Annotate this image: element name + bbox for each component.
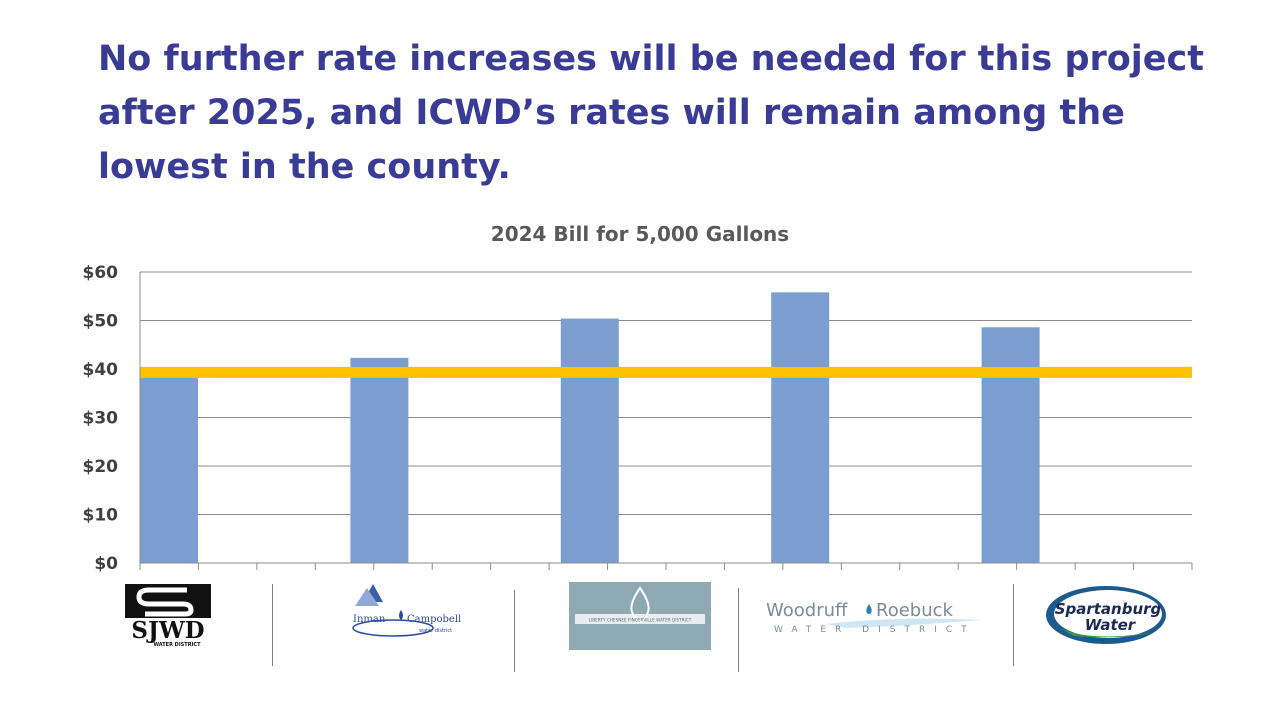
sjwd-logo-text: SJWD — [131, 617, 204, 644]
bar — [350, 357, 409, 563]
logo-sjwd: SJWD WATER DISTRICT — [125, 584, 211, 648]
inman-logo-subtext: water district — [419, 628, 452, 634]
bar — [981, 327, 1040, 563]
wr-logo-subtext: WATER DISTRICT — [774, 625, 976, 635]
wr-logo-right-text: Roebuck — [876, 600, 954, 621]
logo-divider — [1013, 584, 1014, 666]
y-tick-label: $0 — [94, 554, 118, 574]
y-tick-label: $30 — [83, 409, 119, 429]
logo-spartanburg-water: Spartanburg Water — [1044, 584, 1172, 646]
y-tick-label: $60 — [83, 263, 119, 283]
spartanburg-logo-line1: Spartanburg — [1055, 600, 1162, 618]
inman-logo-right-text: Campobello — [407, 614, 461, 625]
y-tick-label: $20 — [83, 457, 119, 477]
spartanburg-logo-line2: Water — [1085, 616, 1137, 634]
bars — [140, 292, 1040, 563]
y-tick-label: $50 — [83, 312, 119, 332]
y-tick-label: $40 — [83, 360, 119, 380]
bar — [560, 318, 619, 563]
logo-inman-campobello: Inman Campobello water district — [345, 584, 467, 640]
bar — [140, 371, 198, 563]
chart-title: 2024 Bill for 5,000 Gallons — [490, 222, 790, 246]
logo-divider — [272, 584, 273, 666]
wr-logo-left-text: Woodruff — [766, 600, 848, 621]
logo-divider — [514, 590, 515, 672]
logo-woodruff-roebuck: Woodruff Roebuck WATER DISTRICT — [766, 596, 986, 636]
sjwd-logo-subtext: WATER DISTRICT — [153, 642, 201, 648]
lcf-logo-text: LIBERTY CHESNEE FINGERVILLE WATER DISTRI… — [589, 618, 692, 623]
slide-headline: No further rate increases will be needed… — [98, 39, 1205, 187]
bar — [771, 292, 830, 563]
inman-logo-left-text: Inman — [353, 614, 386, 625]
axes: $0 $10 $20 $30 $40 $50 $60 — [83, 263, 1193, 574]
logo-liberty-chesnee-fingerville: LIBERTY CHESNEE FINGERVILLE WATER DISTRI… — [569, 582, 711, 650]
y-tick-label: $10 — [83, 506, 119, 526]
logo-divider — [738, 588, 739, 672]
